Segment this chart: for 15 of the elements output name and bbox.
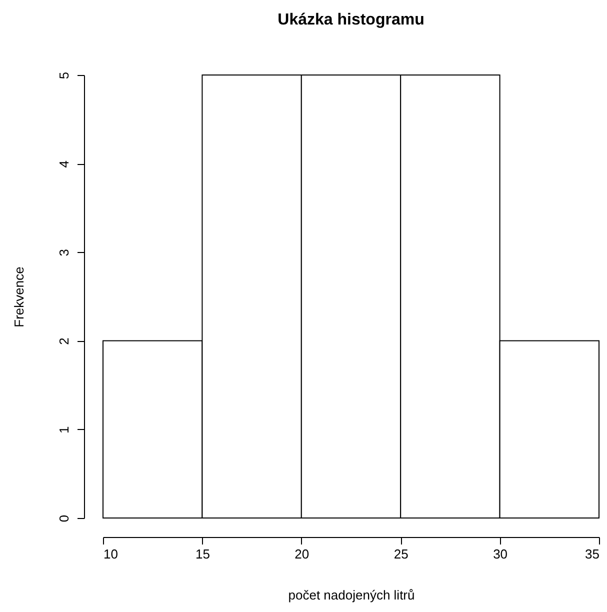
y-tick-label: 1 <box>56 426 72 434</box>
x-tick-label: 15 <box>195 546 210 562</box>
y-tick-label: 5 <box>56 72 72 80</box>
y-axis-title: Frekvence <box>12 266 26 328</box>
x-tick-label: 25 <box>394 546 408 562</box>
chart-title: Ukázka histogramu <box>278 11 424 28</box>
x-tick-label: 20 <box>294 546 310 562</box>
y-tick-label: 4 <box>56 160 72 168</box>
y-tick-label: 0 <box>56 514 72 522</box>
x-axis-title: počet nadojených litrů <box>288 588 415 602</box>
y-tick-label: 2 <box>56 338 72 345</box>
x-tick-label: 10 <box>104 546 118 562</box>
x-tick-label: 30 <box>493 546 508 562</box>
y-tick-label: 3 <box>56 249 72 256</box>
x-tick-label: 35 <box>585 546 600 562</box>
